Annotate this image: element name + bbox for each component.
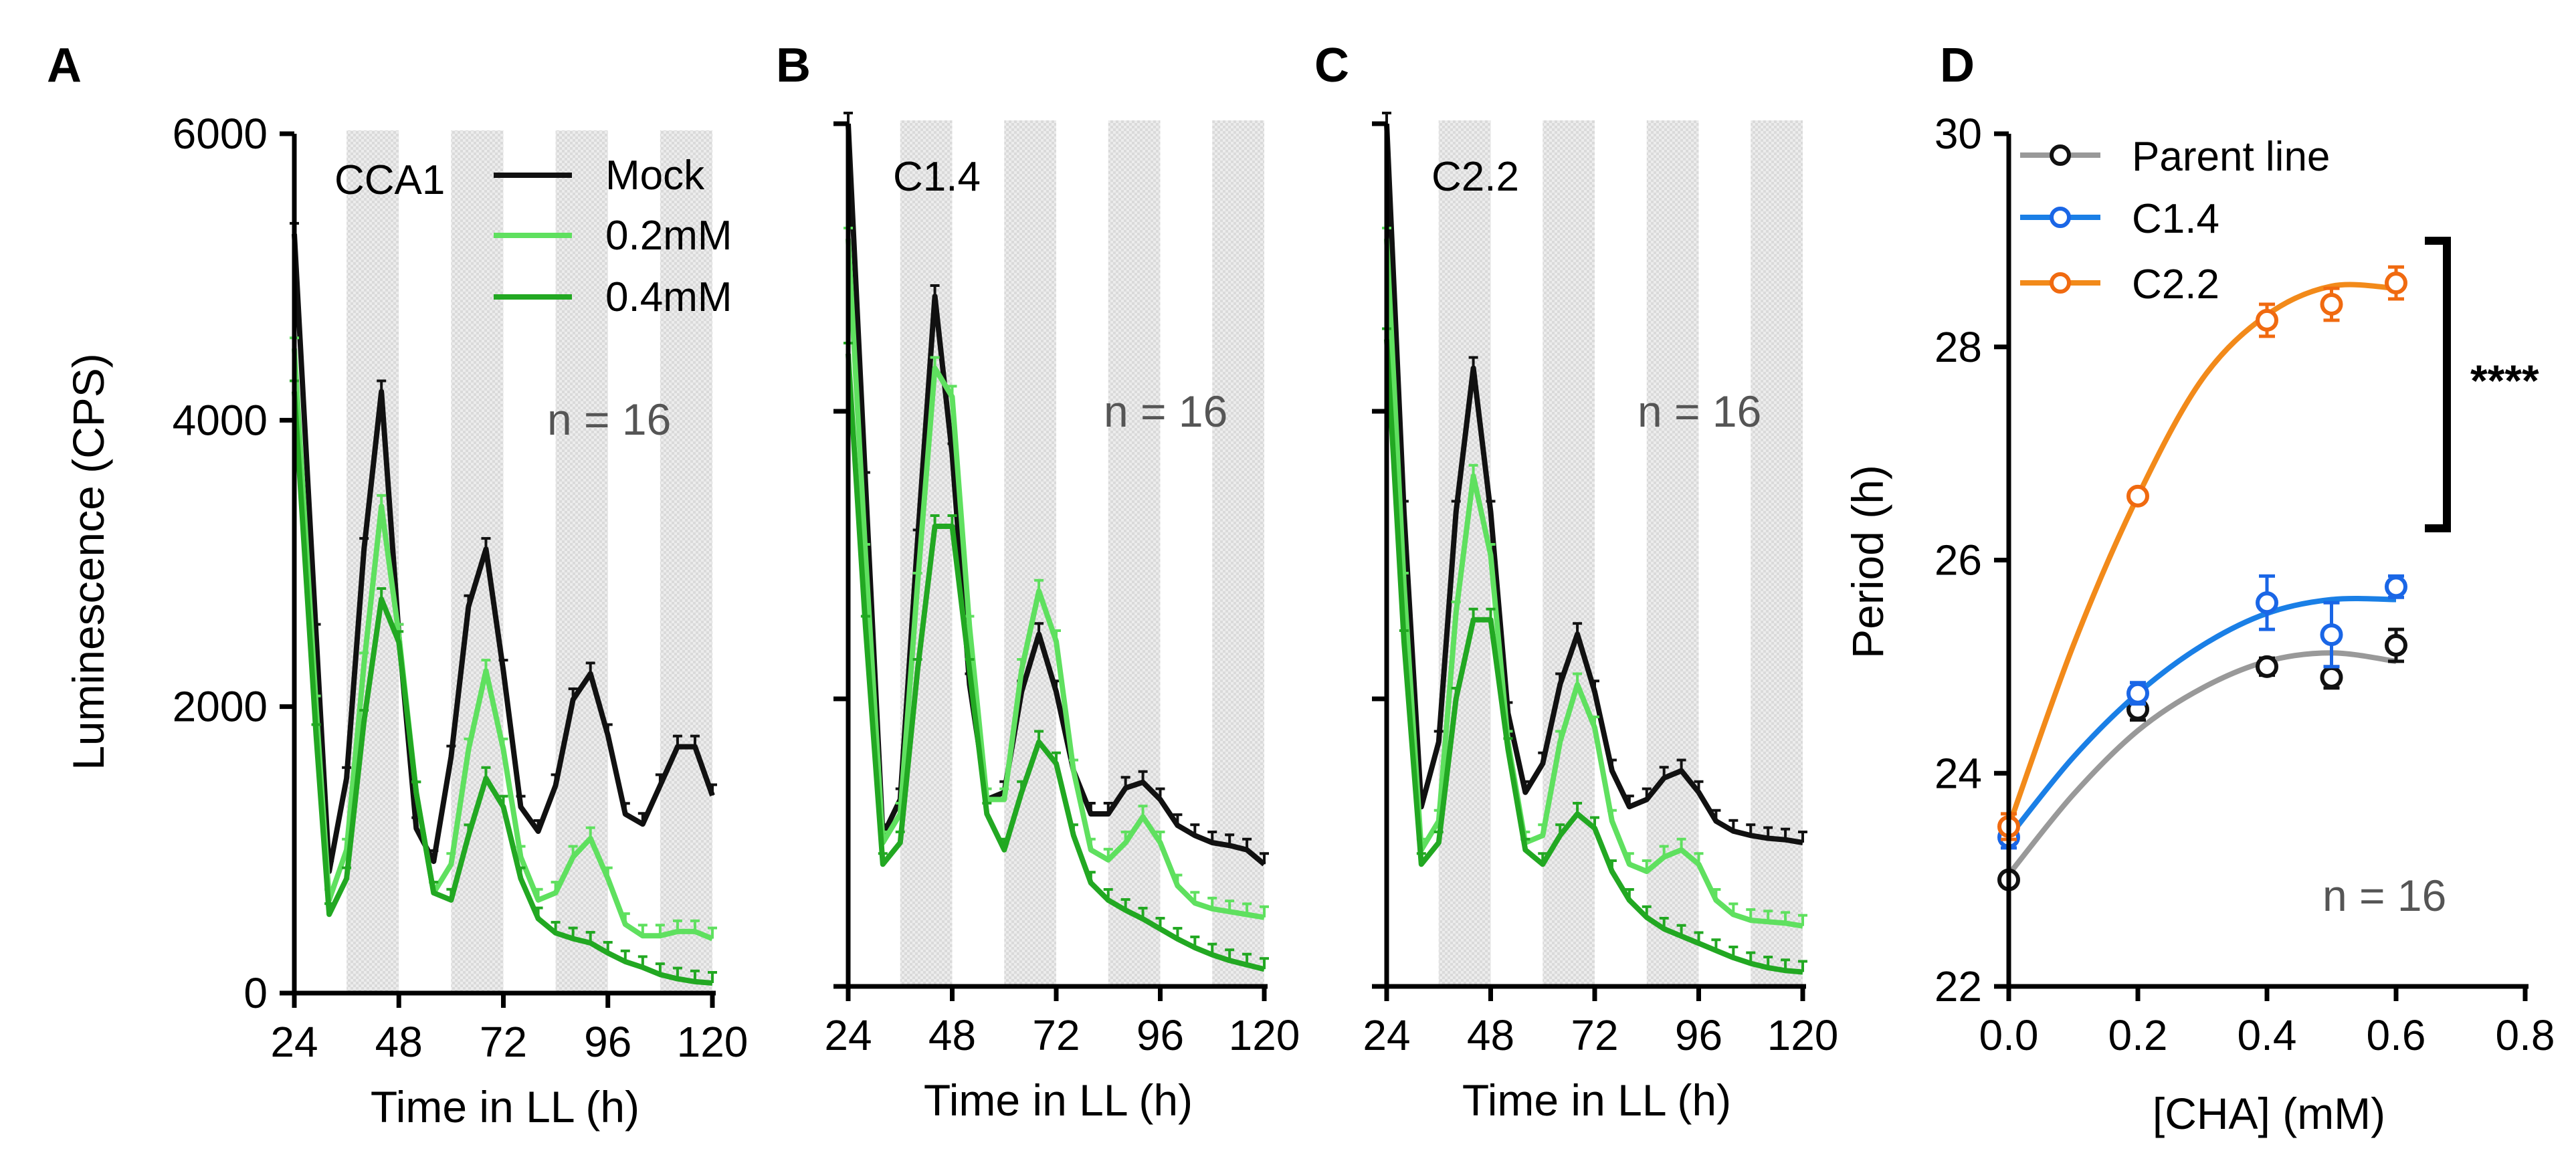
panel-b-chart: 24 48 72 96 120 C1.4 n = 16 Time in LL (h): [824, 112, 1300, 1125]
panel-a-legend: Mock 0.2mM 0.4mM: [494, 152, 732, 320]
x-tick-label: 96: [1136, 1011, 1184, 1059]
y-tick-label: 28: [1935, 323, 1982, 371]
panel-label-c: C: [1314, 39, 1349, 92]
x-tick-label: 96: [1675, 1011, 1722, 1059]
panel-c-x-label: Time in LL (h): [1462, 1075, 1731, 1125]
panel-c-y-ticks: [1372, 121, 1387, 989]
panel-a-series: [290, 221, 717, 986]
panel-c-x-ticks: 24 48 72 96 120: [1363, 986, 1838, 1059]
x-tick-label: 0.6: [2367, 1011, 2426, 1059]
x-tick-label: 48: [375, 1018, 423, 1066]
data-point-parent-line: [2385, 634, 2407, 657]
panel-a-x-label: Time in LL (h): [371, 1082, 639, 1132]
y-tick-label: 6000: [173, 110, 268, 158]
x-tick-label: 72: [1032, 1011, 1080, 1059]
night-band-2: [451, 130, 504, 993]
x-tick-label: 72: [1571, 1011, 1618, 1059]
x-tick-label: 48: [928, 1011, 976, 1059]
panel-b-x-ticks: 24 48 72 96 120: [824, 986, 1300, 1059]
panel-b-series: [844, 112, 1269, 972]
x-tick-label: 120: [1229, 1011, 1300, 1059]
y-tick-label: 2000: [173, 683, 268, 731]
night-band-1: [900, 120, 953, 986]
legend-marker-parent-line: [2050, 144, 2071, 166]
y-tick-label: 4000: [173, 396, 268, 444]
x-tick-label: 0.4: [2238, 1011, 2297, 1059]
x-tick-label: 24: [824, 1011, 872, 1059]
panel-d-legend: Parent line C1.4 C2.2: [2020, 134, 2330, 308]
night-band-3: [1646, 120, 1699, 986]
y-tick-label: 24: [1935, 749, 1982, 797]
panel-a-y-label: Luminescence (CPS): [64, 353, 113, 770]
y-tick-label: 0: [243, 969, 268, 1017]
panel-a-title: CCA1: [334, 157, 445, 203]
legend-label-0-2mm: 0.2mM: [605, 213, 732, 259]
legend-label-c1-4: C1.4: [2132, 196, 2219, 242]
x-tick-label: 0.8: [2496, 1011, 2555, 1059]
x-tick-label: 72: [480, 1018, 527, 1066]
panel-a-x-ticks: 24 48 72 96 120: [270, 993, 748, 1066]
panel-a-night-shading: [346, 130, 712, 993]
night-band-2: [1004, 120, 1056, 986]
data-point-c1-4: [2320, 623, 2343, 647]
x-tick-label: 120: [1767, 1011, 1839, 1059]
panel-a-y-ticks: 0 2000 4000 6000: [173, 110, 294, 1017]
night-band-4: [1751, 120, 1803, 986]
panel-label-d: D: [1940, 39, 1975, 92]
data-point-c2-2: [2126, 484, 2149, 508]
night-band-4: [660, 130, 712, 993]
data-point-c1-4: [2256, 591, 2278, 615]
panel-c-night-shading: [1438, 120, 1803, 986]
panel-d-y-ticks: 22 24 26 28 30: [1935, 110, 2009, 1010]
panel-b-n-label: n = 16: [1104, 387, 1227, 436]
panel-c-n-label: n = 16: [1638, 387, 1761, 436]
panel-d-y-label: Period (h): [1843, 465, 1892, 659]
panel-c-title: C2.2: [1431, 154, 1519, 200]
significance-label: ****: [2470, 356, 2539, 405]
series-line-0-4mm: [292, 391, 713, 986]
y-tick-label: 22: [1935, 962, 1982, 1010]
night-band-3: [1108, 120, 1161, 986]
data-point-c2-2: [2320, 293, 2343, 316]
fit-curve-c1-4: [2006, 595, 2397, 839]
x-tick-label: 120: [677, 1018, 749, 1066]
data-point-c1-4: [2126, 681, 2149, 705]
panel-d-chart: 22 24 26 28 30 0.0 0.2 0.4 0.6 0.8 Parent line C…: [1843, 110, 2555, 1138]
panel-b-y-ticks: [833, 121, 848, 989]
y-tick-label: 26: [1935, 536, 1982, 584]
data-point-parent-line: [2320, 665, 2343, 689]
legend-marker-c1-4: [2050, 207, 2071, 228]
x-tick-label: 24: [1363, 1011, 1410, 1059]
significance-bracket: [2425, 237, 2451, 532]
night-band-2: [1543, 120, 1595, 986]
x-tick-label: 0.2: [2108, 1011, 2168, 1059]
x-tick-label: 0.0: [1979, 1011, 2039, 1059]
data-point-c1-4: [2385, 575, 2407, 599]
legend-label-0-4mm: 0.4mM: [605, 274, 732, 320]
legend-label-parent-line: Parent line: [2132, 134, 2330, 180]
x-tick-label: 48: [1467, 1011, 1514, 1059]
panel-d-x-ticks: 0.0 0.2 0.4 0.6 0.8: [1979, 986, 2555, 1059]
panel-d-x-label: [CHA] (mM): [2153, 1089, 2385, 1138]
panel-b-x-label: Time in LL (h): [924, 1075, 1193, 1125]
y-tick-label: 30: [1935, 110, 1982, 158]
panel-label-b: B: [776, 39, 811, 92]
legend-marker-c2-2: [2050, 272, 2071, 294]
panel-b-title: C1.4: [893, 154, 981, 200]
panel-c-chart: 24 48 72 96 120 C2.2 n = 16 Time in LL (h): [1363, 112, 1838, 1125]
legend-label-c2-2: C2.2: [2132, 261, 2219, 308]
data-point-parent-line: [2256, 655, 2278, 678]
legend-label-mock: Mock: [605, 152, 705, 199]
fit-curve-c2-2: [2006, 282, 2397, 828]
panel-d-n-label: n = 16: [2322, 871, 2446, 920]
x-tick-label: 24: [270, 1018, 318, 1066]
panel-d-series: [1997, 265, 2407, 891]
panel-a-n-label: n = 16: [547, 395, 671, 444]
x-tick-label: 96: [584, 1018, 631, 1066]
data-point-c2-2: [2385, 272, 2407, 295]
panel-a-chart: 0 2000 4000 6000 24 48 72 96 120 CCA1 Mock 0.2m…: [64, 110, 748, 1132]
panel-label-a: A: [47, 39, 82, 92]
data-point-c2-2: [2256, 308, 2278, 332]
